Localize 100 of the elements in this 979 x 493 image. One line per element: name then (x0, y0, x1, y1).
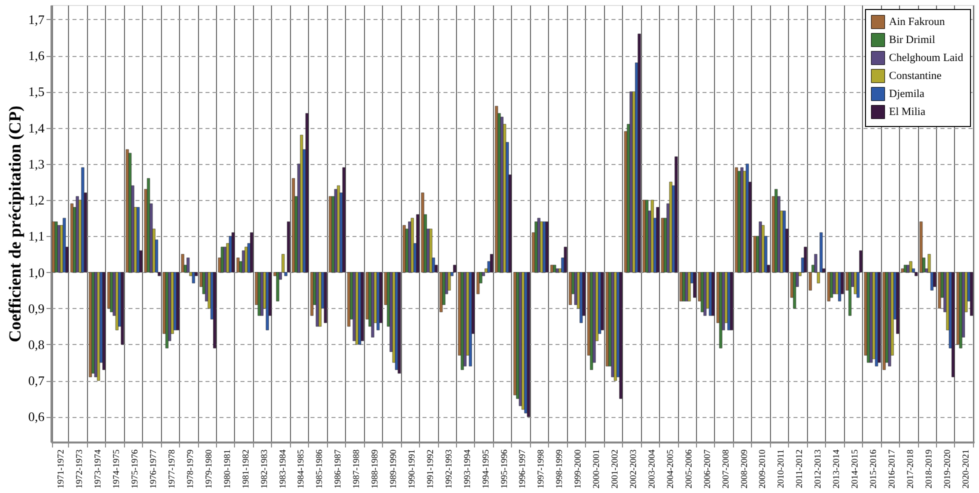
bar (700, 272, 704, 312)
x-tick-label: 1989-1990 (388, 449, 398, 488)
bar (970, 272, 974, 316)
x-tick-label: 1988-1989 (370, 449, 380, 488)
x-tick-label: 1983-1984 (277, 449, 288, 488)
bar (740, 167, 744, 272)
x-tick-label: 1976-1977 (148, 449, 158, 488)
legend-label: El Milia (889, 106, 926, 118)
bar (727, 272, 730, 330)
bar (793, 272, 796, 309)
bar (334, 189, 338, 272)
bar (909, 261, 912, 272)
bar (62, 218, 66, 272)
bar (556, 268, 559, 272)
bar (542, 222, 546, 272)
bar (468, 272, 472, 366)
bar (410, 218, 414, 272)
x-tick-label: 2009-2010 (757, 449, 768, 488)
x-tick-label: 1997-1998 (536, 449, 546, 488)
x-tick-label: 2007-2008 (720, 449, 730, 488)
x-tick-label: 1978-1979 (184, 449, 195, 488)
bar (952, 272, 955, 378)
y-tick-label: 1,5 (28, 84, 44, 100)
x-tick-label: 1973-1974 (92, 449, 103, 488)
x-tick-label: 1990-1991 (406, 450, 416, 488)
x-tick-label: 2020-2021 (960, 450, 970, 488)
bar (896, 272, 900, 334)
bar (371, 272, 374, 338)
x-tick-label: 2008-2009 (738, 449, 749, 488)
x-tick-label: 2014-2015 (850, 449, 860, 488)
y-tick-label: 1,1 (28, 228, 44, 244)
legend-label: Chelghoum Laid (889, 52, 964, 64)
bar (719, 272, 722, 348)
bar (266, 272, 269, 330)
x-tick-label: 1991-1992 (424, 450, 435, 488)
x-tick-label: 2019-2020 (942, 449, 952, 488)
bar (186, 258, 190, 272)
x-tick-label: 2012-2013 (812, 449, 823, 488)
bar (682, 272, 686, 302)
bar (258, 272, 261, 316)
bar (838, 272, 842, 302)
x-tick-label: 1972-1973 (74, 449, 84, 488)
bar (460, 272, 464, 370)
bar (693, 272, 696, 298)
x-tick-label: 1995-1996 (498, 449, 509, 488)
x-tick-label: 1996-1997 (517, 449, 528, 488)
bar (500, 116, 504, 272)
bar (574, 272, 578, 305)
bar (730, 272, 734, 330)
x-tick-label: 1971-1972 (56, 450, 66, 488)
y-tick-label: 1,6 (28, 48, 45, 64)
bar (192, 272, 196, 284)
y-tick-label: 1,7 (28, 12, 45, 27)
x-tick-label: 1994-1995 (480, 449, 490, 488)
x-tick-label: 2002-2003 (628, 449, 638, 488)
bar (708, 272, 712, 316)
bar (656, 207, 660, 272)
x-tick-label: 1992-1993 (443, 449, 454, 488)
y-tick-label: 1,2 (28, 192, 44, 208)
x-tick-label: 1985-1986 (314, 449, 324, 488)
x-tick-label: 1981-1982 (240, 450, 250, 488)
y-tick-label: 1,3 (28, 156, 44, 172)
x-tick-label: 2004-2005 (664, 449, 675, 488)
bar (638, 34, 641, 272)
x-tick-label: 2005-2006 (683, 449, 694, 488)
bar (429, 228, 432, 272)
x-tick-label: 2000-2001 (591, 450, 602, 488)
x-tick-label: 2011-2012 (794, 450, 804, 488)
bar (352, 272, 356, 342)
bar (136, 207, 140, 272)
bar (537, 218, 540, 272)
bar (81, 167, 84, 272)
bar (276, 272, 280, 302)
bar (94, 272, 98, 378)
bar (854, 272, 857, 294)
legend-label: Djemila (889, 88, 925, 100)
x-tick-label: 1999-2000 (572, 449, 583, 488)
bar (76, 196, 79, 272)
bar (316, 272, 319, 327)
y-tick-label: 1,0 (28, 264, 44, 280)
bar (524, 272, 528, 414)
x-tick-label: 1977-1978 (166, 449, 176, 488)
y-tick-label: 0,8 (28, 336, 44, 352)
bar (688, 272, 691, 302)
y-tick-label: 0,6 (28, 409, 45, 424)
x-tick-label: 2006-2007 (702, 449, 712, 488)
legend-label: Ain Fakroun (889, 16, 946, 28)
bar (57, 225, 60, 272)
x-tick-label: 2001-2002 (610, 450, 620, 488)
x-tick-label: 1993-1994 (462, 449, 472, 488)
bar (614, 272, 617, 381)
bar (782, 210, 786, 272)
x-tick-label: 1998-1999 (554, 449, 564, 488)
x-tick-label: 1984-1985 (296, 449, 306, 488)
x-tick-label: 2016-2017 (886, 449, 896, 488)
x-tick-label: 2010-2011 (776, 450, 786, 488)
x-tick-label: 1974-1975 (111, 449, 122, 488)
y-axis-title: Coefficient de précipitation (CP) (5, 106, 24, 342)
x-tick-label: 1975-1976 (130, 449, 140, 488)
y-tick-label: 0,7 (28, 373, 45, 388)
